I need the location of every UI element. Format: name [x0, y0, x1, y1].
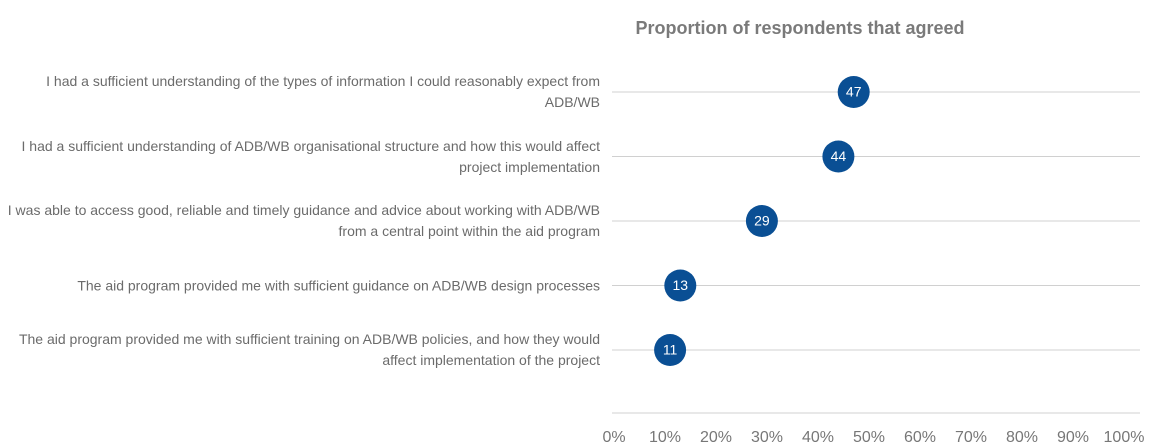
category-label: I had a sufficient understanding of ADB/… [21, 137, 601, 175]
dot [745, 205, 778, 237]
data-label: 13 [673, 277, 689, 293]
dot [837, 76, 870, 108]
x-tick-label: 30% [751, 429, 783, 446]
data-label: 44 [831, 148, 847, 164]
data-label: 47 [846, 84, 862, 100]
x-tick-label: 40% [802, 429, 834, 446]
dot [654, 334, 687, 366]
x-tick-label: 70% [955, 429, 987, 446]
x-tick-label: 20% [700, 429, 732, 446]
x-tick-label: 0% [602, 429, 625, 446]
data-label: 11 [663, 342, 678, 358]
category-label: The aid program provided me with suffici… [18, 331, 600, 368]
x-tick-label: 50% [853, 429, 885, 446]
category-label: I was able to access good, reliable and … [7, 202, 600, 239]
dot [664, 269, 697, 302]
chart-title: Proportion of respondents that agreed [635, 18, 964, 38]
data-label: 29 [754, 213, 770, 229]
x-tick-label: 60% [904, 429, 936, 446]
x-tick-label: 10% [649, 429, 681, 446]
x-tick-label: 80% [1006, 429, 1038, 446]
x-tick-label: 90% [1057, 429, 1089, 446]
dot [822, 140, 855, 173]
x-tick-label: 100% [1104, 429, 1145, 446]
category-label: The aid program provided me with suffici… [77, 277, 600, 293]
category-label: I had a sufficient understanding of the … [46, 73, 600, 110]
